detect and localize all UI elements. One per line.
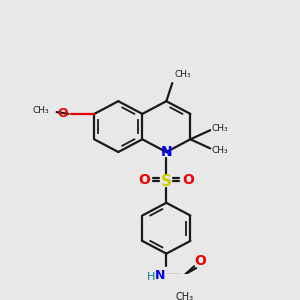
Text: CH₃: CH₃ [32,106,49,115]
Text: S: S [161,173,172,188]
Text: N: N [155,269,166,282]
Text: O: O [182,173,194,187]
Text: O: O [57,107,68,120]
Text: N: N [160,145,172,159]
Text: O: O [139,173,151,187]
Text: CH₃: CH₃ [211,146,228,155]
Text: CH₃: CH₃ [174,70,191,80]
Text: CH₃: CH₃ [211,124,228,133]
Text: H: H [147,272,156,282]
Text: CH₃: CH₃ [175,292,193,300]
Text: O: O [194,254,206,268]
